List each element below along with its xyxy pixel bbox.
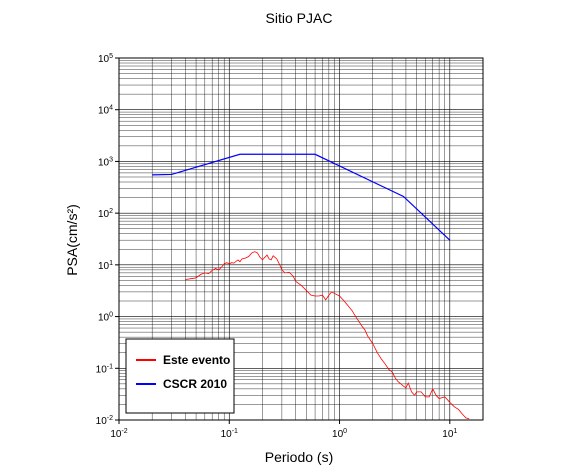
legend: Este evento CSCR 2010 <box>125 338 235 414</box>
x-tick-label: 101 <box>442 428 457 440</box>
y-tick-labels: 10-2 10-1 100 101 102 103 104 105 <box>96 53 119 427</box>
plot-frame <box>118 57 484 421</box>
legend-label-este-evento: Este evento <box>163 353 230 367</box>
y-tick-label: 10-1 <box>96 363 113 375</box>
x-axis-label: Periodo (s) <box>265 449 333 465</box>
series-line-este-evento <box>185 251 470 420</box>
y-tick-label: 102 <box>98 208 113 220</box>
y-tick-label: 104 <box>98 105 113 117</box>
x-tick-label: 10-2 <box>110 428 127 440</box>
y-tick-label: 105 <box>98 53 113 65</box>
series-line-cscr-2010 <box>152 153 451 241</box>
y-axis-label: PSA(cm/s²) <box>64 204 80 276</box>
legend-label-cscr-2010: CSCR 2010 <box>163 377 227 391</box>
y-tick-label: 101 <box>98 260 113 272</box>
y-tick-label: 103 <box>98 156 113 168</box>
x-tick-labels: 10-2 10-1 100 101 <box>110 420 457 440</box>
x-tick-label: 10-1 <box>221 428 238 440</box>
grid <box>118 57 484 421</box>
y-tick-label: 10-2 <box>96 415 113 427</box>
legend-box <box>125 338 235 414</box>
x-tick-label: 100 <box>332 428 347 440</box>
chart-title: Sitio PJAC <box>266 10 333 26</box>
series-layer <box>152 153 470 420</box>
y-tick-label: 100 <box>98 312 113 324</box>
